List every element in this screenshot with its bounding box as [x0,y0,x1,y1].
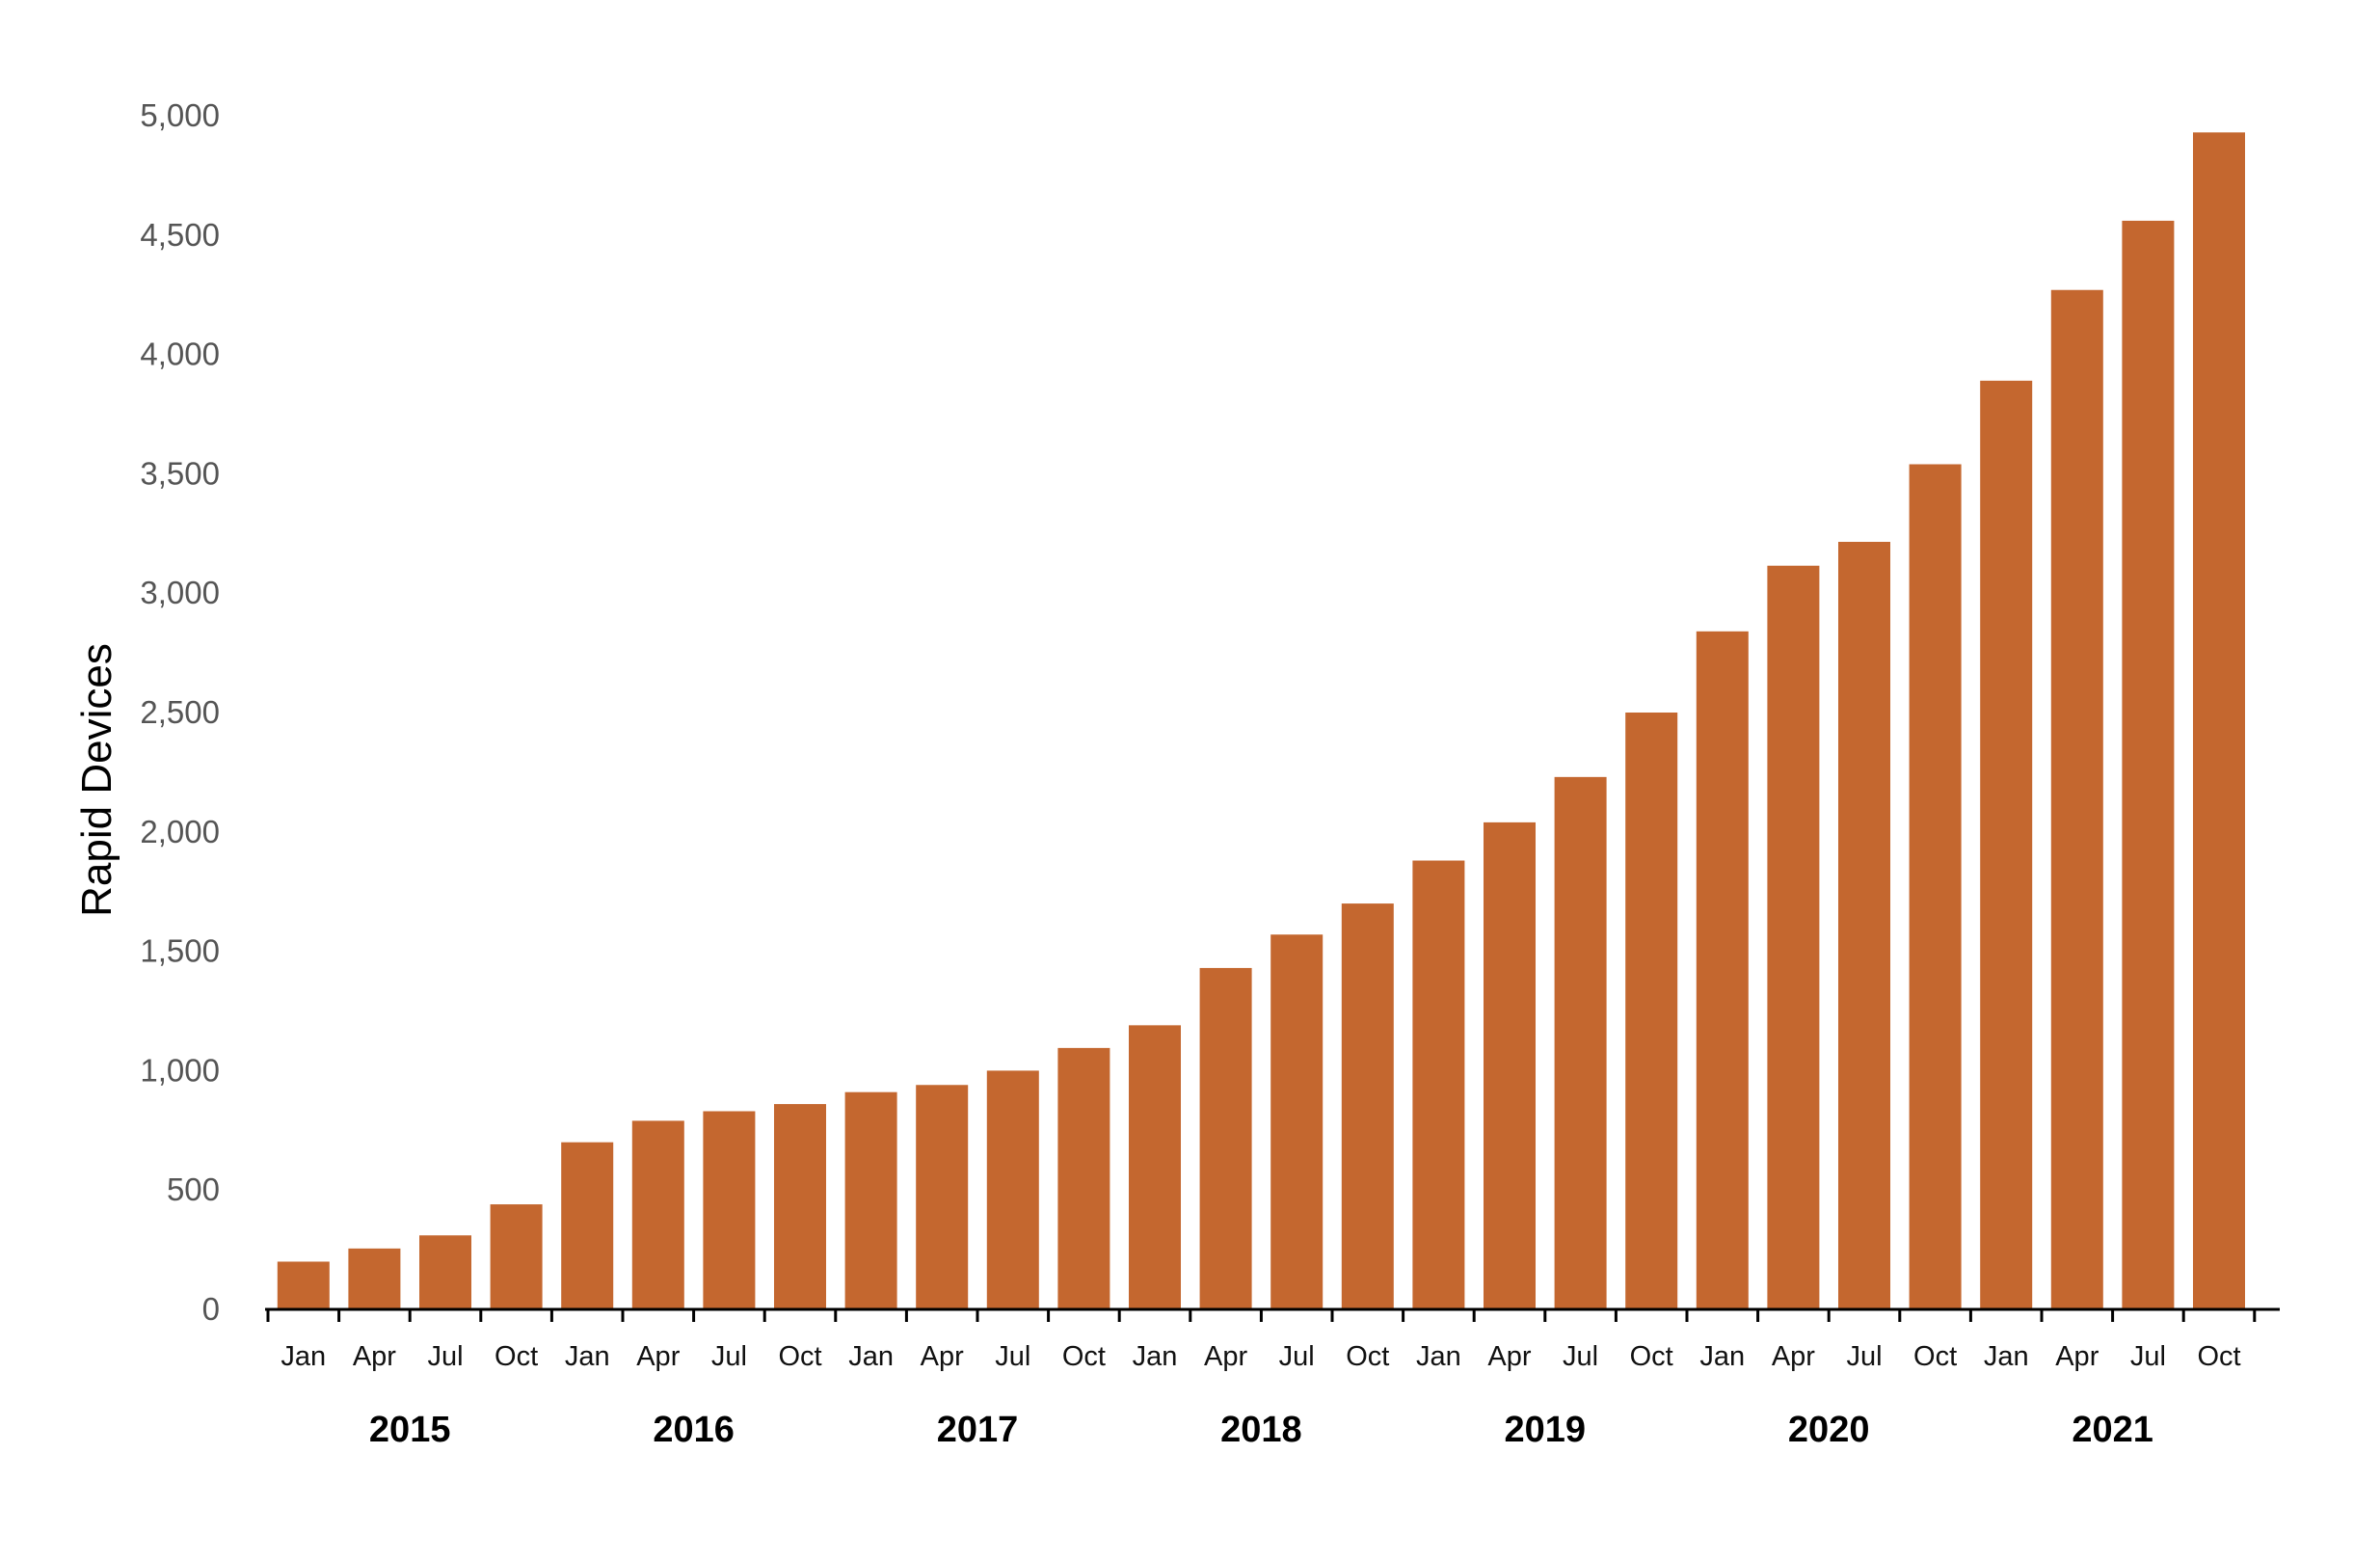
y-tick-label: 500 [167,1172,220,1207]
x-tick-label: Jul [2130,1341,2166,1372]
x-tick-label: Apr [2055,1341,2099,1372]
x-tick-label: Jul [427,1341,463,1372]
x-tick-label: Jan [1133,1341,1178,1372]
y-tick-label: 4,500 [140,217,220,253]
y-tick-label: 0 [202,1291,220,1327]
bar [277,1261,330,1309]
bar [631,1120,684,1309]
x-tick-label: Apr [921,1341,964,1372]
bar [1696,631,1749,1309]
year-label: 2021 [2072,1410,2153,1450]
bar [844,1091,897,1309]
year-label: 2020 [1788,1410,1870,1450]
x-tick-label: Jan [848,1341,894,1372]
year-label: 2018 [1220,1410,1302,1450]
y-tick-label: 1,500 [140,933,220,969]
bar [703,1111,756,1309]
bar [2193,132,2245,1309]
bar [916,1085,969,1309]
bar [1057,1047,1110,1309]
x-tick-label: Jan [1984,1341,2029,1372]
x-tick-label: Oct [1913,1341,1957,1372]
bar [2050,289,2103,1309]
x-tick-label: Oct [495,1341,538,1372]
x-tick-label: Oct [1062,1341,1106,1372]
x-tick-label: Oct [1346,1341,1389,1372]
x-tick-label: Jul [995,1341,1030,1372]
bar [986,1070,1039,1309]
x-tick-label: Jul [1563,1341,1598,1372]
bar [2122,220,2175,1310]
year-label: 2017 [937,1410,1019,1450]
y-tick-label: 5,000 [140,97,220,133]
y-tick-label: 1,000 [140,1052,220,1088]
x-tick-label: Jan [565,1341,610,1372]
x-tick-label: Oct [2197,1341,2240,1372]
year-label: 2016 [653,1410,735,1450]
year-labels-group: 2015 2016 2017 2018 2019 2020 2021 [369,1410,2153,1450]
x-tick-label: Jul [1279,1341,1315,1372]
year-label: 2015 [369,1410,451,1450]
x-tick-label: Jan [1416,1341,1461,1372]
y-tick-label: 3,000 [140,575,220,610]
x-tick-label: Apr [1204,1341,1247,1372]
bar [1554,776,1607,1309]
bar [348,1248,401,1309]
x-tick-label: Jul [1846,1341,1882,1372]
x-tick-label: Oct [778,1341,821,1372]
bar [561,1142,614,1309]
bar [1199,967,1252,1309]
y-tick-label: 2,500 [140,694,220,730]
bar [1909,464,1962,1310]
bar [1341,903,1394,1309]
y-tick-label: 4,000 [140,337,220,372]
bar [1980,380,2033,1309]
bar [1484,821,1536,1309]
x-tick-label: Jan [281,1341,326,1372]
y-tick-label: 3,500 [140,455,220,491]
x-tick-label: Apr [353,1341,396,1372]
bar [1767,565,1820,1309]
x-tick-label: Apr [1487,1341,1531,1372]
bar [419,1235,471,1309]
bar [1625,713,1678,1309]
y-tick-label: 2,000 [140,814,220,849]
x-axis: Jan Apr Jul Oct Jan Apr Jul Oct Jan Apr Jul Oct Jan A… [265,1307,2280,1372]
x-tick-label: Oct [1630,1341,1673,1372]
bar [774,1104,826,1309]
y-axis: 0 500 1,000 1,500 2,000 2,500 3,000 3,500 4,000 4… [140,97,220,1327]
bars-group [277,132,2245,1310]
bar [1412,860,1465,1309]
x-tick-label: Jan [1699,1341,1745,1372]
bar [490,1204,543,1309]
x-tick-label: Apr [1772,1341,1815,1372]
y-axis-title: Rapid Devices [73,643,120,917]
bar [1838,541,1890,1309]
x-tick-label: Apr [636,1341,680,1372]
bar [1129,1025,1181,1309]
year-label: 2019 [1505,1410,1587,1450]
x-tick-label: Jul [711,1341,747,1372]
bar [1270,934,1324,1309]
